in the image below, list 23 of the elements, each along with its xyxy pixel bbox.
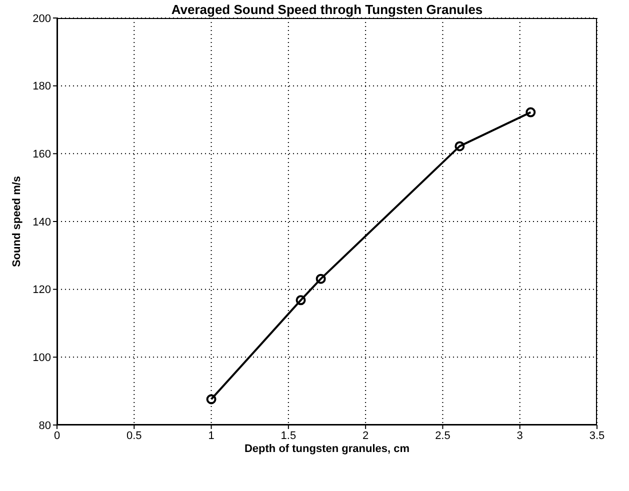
y-tick-label: 180 [32,80,51,93]
x-tick-label: 0 [54,430,60,442]
y-tick-label: 140 [32,216,51,228]
point [316,274,326,284]
y-tick-label: 200 [32,12,51,25]
x-tick-label: 1.5 [280,430,296,442]
point [296,295,306,306]
x-tick-label: 2 [362,430,369,442]
y-axis-title: Sound speed m/s [10,176,23,268]
y-tick-label: 120 [32,284,51,296]
y-tick-label: 100 [32,352,51,364]
chart-title: Averaged Sound Speed throgh Tungsten Granules [170,2,484,17]
y-tick-label: 80 [38,420,51,432]
x-tick-label: 2.5 [435,430,450,442]
x-tick-label: 3.5 [589,430,605,442]
x-tick-label: 1 [208,430,214,442]
point [454,141,465,152]
x-axis-title: Depth of tungsten granules, cm [244,443,410,455]
point [206,394,216,404]
point [526,107,536,118]
y-tick-label: 160 [32,148,51,161]
x-tick-label: 3 [516,430,523,442]
x-tick-label: 0.5 [126,430,142,442]
